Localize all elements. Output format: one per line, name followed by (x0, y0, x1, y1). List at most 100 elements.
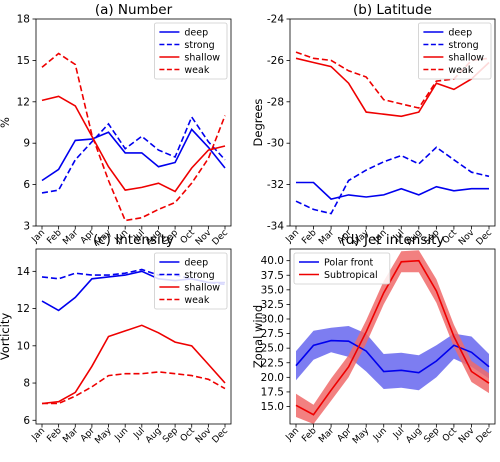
x-tick-label: Feb (45, 228, 64, 247)
legend-label: strong (184, 270, 214, 281)
x-tick-label: Dec (475, 426, 494, 445)
series-line-2 (295, 57, 490, 118)
x-tick-label: Jan (30, 426, 48, 444)
series-band-0 (296, 326, 489, 391)
x-tick-label: Oct (179, 228, 197, 246)
chart-title: (d) Jet intensity (341, 232, 445, 248)
y-tick-label: 6 (23, 415, 30, 427)
x-tick-label: May (93, 426, 114, 447)
y-tick-label: 14 (17, 266, 31, 278)
series-line-1 (295, 146, 490, 215)
y-tick-label: -34 (267, 221, 284, 233)
legend-label: weak (184, 295, 209, 306)
x-tick-label: Feb (300, 228, 319, 247)
legend-label: shallow (184, 283, 220, 294)
x-tick-label: Feb (300, 426, 319, 445)
y-tick-label: 12 (17, 96, 30, 108)
y-tick-label: 37.5 (261, 270, 284, 282)
legend-box (153, 22, 228, 80)
series-line-2 (41, 324, 226, 405)
y-tick-label: 27.5 (261, 328, 284, 340)
y-tick-label: 17.5 (261, 386, 284, 398)
y-tick-label: 40.0 (261, 255, 284, 267)
y-tick-label: 15 (17, 55, 30, 67)
x-tick-label: Mar (317, 228, 336, 247)
legend-label: weak (448, 65, 473, 76)
y-axis-label: Zonal wind (251, 305, 265, 368)
series-line-2 (41, 95, 226, 193)
y-tick-label: 32.5 (261, 299, 284, 311)
legend-label: Polar front (324, 258, 373, 269)
y-axis-label: % (0, 117, 12, 128)
legend-label: deep (184, 258, 208, 269)
y-axis-label: Degrees (251, 99, 265, 147)
legend-label: deep (448, 28, 472, 39)
x-tick-label: Sep (161, 426, 180, 445)
legend-label: shallow (448, 53, 484, 64)
legend-label: weak (184, 65, 209, 76)
panel-3: 15.0 17.5 20.0 22.5 25.0 27.5 30.0 32.5 35.0 37.5… (251, 232, 496, 447)
y-tick-label: 6 (23, 179, 30, 191)
legend-label: Subtropical (324, 270, 378, 281)
y-tick-label: -30 (267, 138, 284, 150)
chart-title: (b) Latitude (353, 2, 432, 18)
x-tick-label: Apr (336, 426, 354, 444)
legend-box (153, 252, 228, 310)
y-tick-label: 18 (17, 14, 30, 26)
y-tick-label: 22.5 (261, 357, 284, 369)
y-tick-label: -26 (267, 55, 284, 67)
x-tick-label: Jan (284, 426, 302, 444)
legend-label: deep (184, 28, 208, 39)
plot-frame (35, 18, 232, 227)
y-tick-label: -28 (267, 96, 284, 108)
y-tick-label: 9 (23, 138, 30, 150)
y-tick-label: -24 (267, 14, 284, 26)
x-tick-label: Aug (404, 426, 424, 446)
series-line-1 (41, 115, 226, 194)
series-line-3 (42, 371, 226, 405)
series-line-0 (296, 181, 489, 200)
y-tick-label: 12 (17, 303, 30, 315)
x-tick-label: Mar (61, 228, 80, 247)
x-tick-label: Dec (475, 228, 494, 247)
y-tick-label: 30.0 (261, 314, 284, 326)
x-tick-label: May (351, 426, 372, 447)
y-tick-label: 25.0 (261, 343, 284, 355)
x-tick-label: Oct (441, 426, 459, 444)
x-tick-label: Nov (457, 228, 477, 248)
x-tick-label: Jan (284, 228, 302, 246)
y-tick-label: 20.0 (261, 372, 284, 384)
x-tick-label: Jan (30, 228, 48, 246)
y-axis-label: Vorticity (0, 313, 12, 360)
x-tick-label: Dec (211, 426, 230, 445)
y-tick-label: 10 (17, 340, 30, 352)
x-tick-label: Sep (422, 426, 441, 445)
series-band-1 (296, 250, 489, 424)
series-line-0 (295, 339, 490, 374)
x-tick-label: Nov (457, 426, 477, 446)
x-tick-label: Mar (61, 426, 80, 445)
x-tick-label: Mar (317, 426, 336, 445)
plot-frame (35, 248, 232, 425)
plot-frame (289, 18, 496, 227)
y-tick-label: -32 (267, 179, 284, 191)
legend-label: strong (448, 40, 478, 51)
y-tick-label: 35.0 (261, 284, 284, 296)
x-tick-label: Nov (194, 426, 214, 446)
legend-label: strong (184, 40, 214, 51)
x-tick-label: Nov (194, 228, 214, 248)
series-line-3 (41, 52, 226, 222)
y-tick-label: 3 (23, 221, 30, 233)
y-tick-label: 15.0 (261, 401, 284, 413)
x-tick-label: Feb (45, 426, 64, 445)
chart-title: (a) Number (95, 2, 173, 18)
x-tick-label: Jun (371, 426, 389, 444)
legend-box (417, 22, 492, 80)
